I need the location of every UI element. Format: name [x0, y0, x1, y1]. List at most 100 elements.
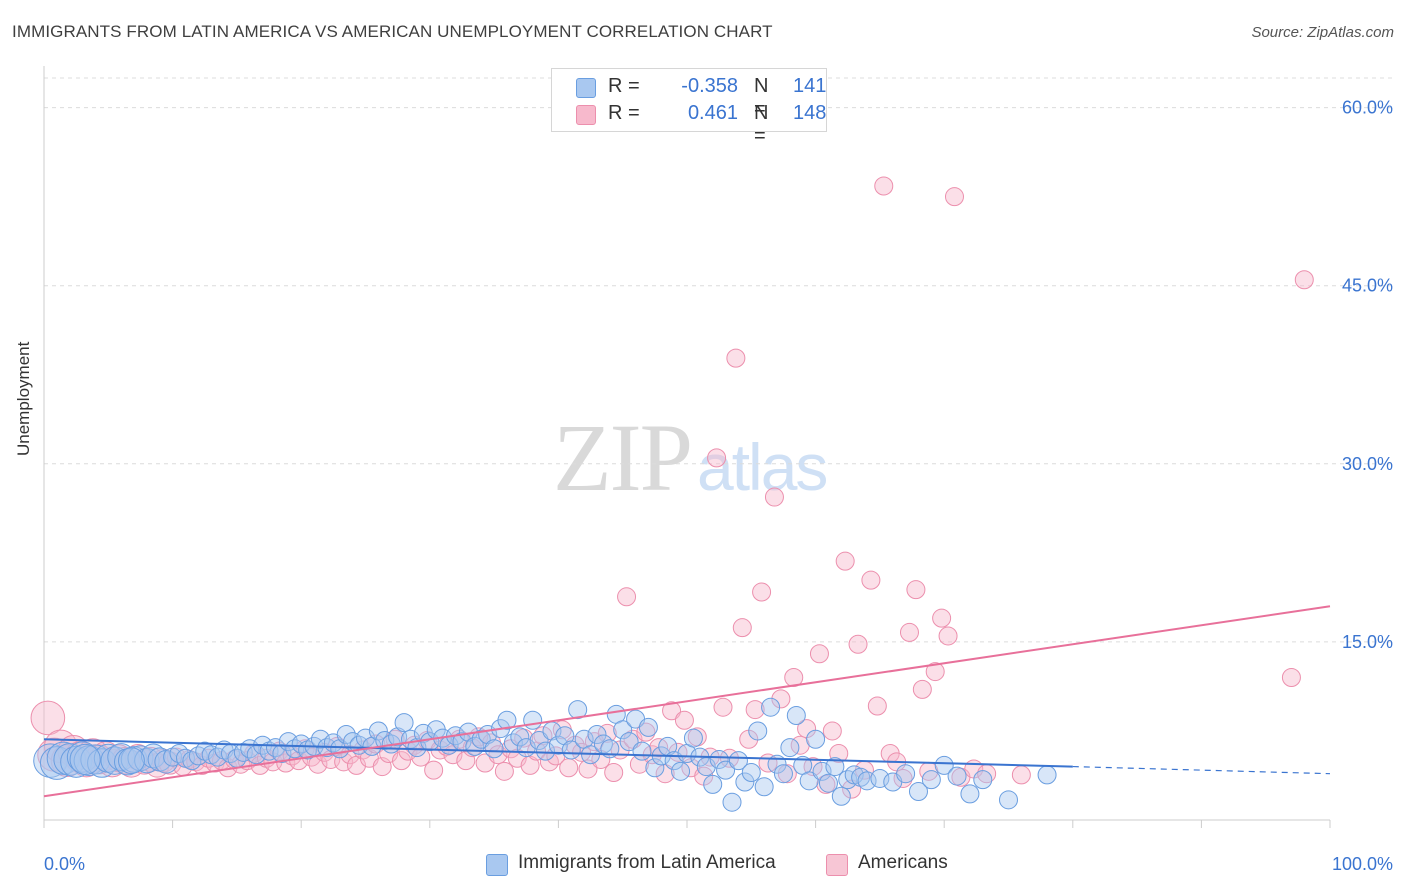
point-immigrants [728, 751, 748, 771]
point-immigrants [548, 735, 568, 755]
point-immigrants [69, 743, 101, 776]
point-americans [662, 701, 682, 721]
point-immigrants [336, 725, 356, 745]
point-immigrants [120, 746, 148, 773]
point-immigrants [484, 739, 504, 759]
point-americans [1294, 270, 1314, 290]
point-americans [944, 187, 964, 207]
point-americans [932, 608, 952, 628]
point-americans [674, 710, 694, 730]
point-immigrants [73, 745, 105, 777]
point-immigrants [773, 764, 793, 784]
point-americans [604, 763, 624, 783]
point-immigrants [896, 764, 916, 784]
legend-n-label: N = [754, 75, 769, 120]
point-immigrants [195, 741, 215, 761]
point-americans [559, 758, 579, 778]
y-tick-label: 30.0% [1342, 454, 1393, 474]
point-immigrants [716, 760, 736, 780]
point-americans [494, 761, 514, 781]
point-immigrants [561, 740, 581, 760]
point-immigrants [818, 773, 838, 793]
point-immigrants [510, 727, 530, 747]
point-americans [1281, 668, 1301, 688]
point-americans [809, 644, 829, 664]
point-americans [861, 570, 881, 590]
point-immigrants [722, 792, 742, 812]
point-immigrants [523, 710, 543, 730]
point-americans [835, 551, 855, 571]
point-americans [874, 176, 894, 196]
point-immigrants [741, 763, 761, 783]
point-immigrants [683, 728, 703, 748]
point-immigrants [703, 774, 723, 794]
point-americans [424, 760, 444, 780]
trendline-immigrants [43, 738, 1073, 768]
point-americans [912, 679, 932, 699]
point-americans [745, 700, 765, 720]
y-tick-label: 45.0% [1342, 276, 1393, 296]
point-immigrants [536, 741, 556, 761]
point-americans [803, 757, 823, 777]
point-immigrants [368, 721, 388, 741]
trendline-americans [43, 605, 1331, 798]
legend-swatch-pink [826, 854, 848, 876]
point-americans [726, 348, 746, 368]
point-immigrants [638, 717, 658, 737]
point-americans [784, 668, 804, 688]
point-immigrants [934, 755, 954, 775]
point-americans [938, 626, 958, 646]
correlation-legend: R = -0.358 N = 141 R = 0.461 N = 148 [551, 68, 827, 147]
legend-r-label: R = [608, 102, 640, 124]
point-immigrants [140, 743, 166, 769]
point-americans [764, 487, 784, 507]
point-immigrants [208, 747, 228, 767]
legend-n-value: 141 [793, 75, 827, 97]
point-americans [707, 448, 727, 468]
legend-n-label: N = [754, 102, 769, 147]
point-immigrants [754, 777, 774, 797]
point-americans [30, 700, 66, 736]
point-immigrants [908, 782, 928, 802]
point-immigrants [60, 745, 93, 778]
legend-swatch-blue [576, 78, 596, 98]
point-immigrants [973, 770, 993, 790]
point-immigrants [921, 770, 941, 790]
point-immigrants [799, 771, 819, 791]
point-americans [713, 697, 733, 717]
point-americans [1011, 765, 1031, 785]
point-americans [578, 759, 598, 779]
point-americans [867, 696, 887, 716]
point-americans [411, 747, 431, 767]
point-immigrants [568, 700, 588, 720]
point-immigrants [272, 744, 292, 764]
point-americans [906, 580, 926, 600]
point-immigrants [420, 732, 440, 752]
x-tick-label: 0.0% [44, 854, 85, 874]
point-immigrants [831, 786, 851, 806]
point-immigrants [394, 713, 414, 733]
legend-r-value: 0.461 [687, 102, 738, 124]
legend-label: Americans [858, 852, 948, 873]
point-immigrants [555, 726, 575, 746]
point-immigrants [960, 784, 980, 804]
point-americans [771, 689, 791, 709]
point-immigrants [118, 747, 145, 775]
point-immigrants [999, 790, 1018, 810]
legend-r-value: -0.358 [681, 75, 738, 97]
trendline-immigrants-extension [1072, 765, 1331, 775]
point-americans [597, 723, 617, 743]
point-immigrants [497, 710, 517, 730]
point-immigrants [587, 725, 607, 745]
point-immigrants [780, 738, 800, 758]
point-immigrants [671, 761, 691, 781]
point-americans [899, 622, 919, 642]
point-immigrants [39, 746, 74, 780]
point-immigrants [529, 730, 549, 750]
point-immigrants [407, 738, 427, 758]
point-americans [520, 755, 540, 775]
point-americans [392, 751, 412, 771]
point-immigrants [709, 749, 729, 769]
point-immigrants [748, 721, 768, 741]
